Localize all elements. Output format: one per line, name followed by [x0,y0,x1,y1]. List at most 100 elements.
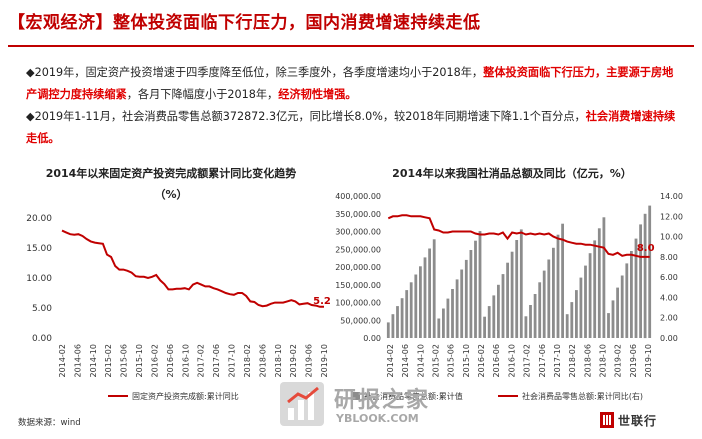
bar [409,282,413,338]
bar [455,279,459,338]
x-tick-label: 2018-06 [583,344,592,377]
bar [487,306,491,338]
company-logo-icon [600,412,614,428]
x-tick-label: 2019-02 [289,344,298,377]
x-tick-label: 2019-02 [614,344,623,377]
bar [611,300,615,338]
left-chart-title: 2014年以来固定资产投资完成额累计同比变化趋势（%） [45,167,297,201]
data-label: 5.2 [313,296,331,307]
bar [483,316,486,338]
bar [565,314,569,338]
bar [386,322,390,338]
x-tick-label: 2018-02 [568,344,577,377]
bullet-1-text-1: ◆2019年，固定资产投资增速于四季度降至低位，除三季度外，各季度增速均小于20… [26,66,484,79]
bar [575,290,578,338]
bar [529,305,532,338]
y2-tick-label: 2.00 [660,314,678,323]
bar [620,275,624,338]
bar [497,284,500,339]
y2-tick-label: 10.00 [660,233,683,242]
y2-tick-label: 6.00 [660,273,678,282]
bar [501,274,505,338]
x-tick-label: 2019-10 [320,344,329,377]
x-tick-label: 2017-10 [228,344,237,377]
bar [570,302,574,338]
y-tick-label: 250,000.00 [335,245,381,254]
x-tick-label: 2014-02 [58,344,67,377]
bullet-2-highlight-1: 社会消费增速持续走低。 [26,110,676,145]
x-tick-label: 2015-10 [135,344,144,377]
bar [538,282,542,338]
series-line [61,229,324,308]
y2-tick-label: 4.00 [660,293,678,302]
watermark-text: 研报之家 [334,388,431,413]
bar [533,294,537,338]
y-tick-label: 100,000.00 [335,299,381,308]
x-tick-label: 2019-06 [305,344,314,377]
bar [391,314,395,338]
bar [515,240,519,338]
y-tick-label: 0.00 [32,334,52,344]
x-tick-label: 2017-06 [212,344,221,377]
bar [478,231,482,338]
x-tick-label: 2014-10 [89,344,98,377]
series-line [387,214,650,258]
x-tick-label: 2014-10 [416,344,425,377]
x-tick-label: 2018-02 [243,344,252,377]
legend-label: 固定资产投资完成额:累计同比 [132,391,239,401]
y-tick-label: 300,000.00 [335,228,381,237]
y-tick-label: 350,000.00 [335,210,381,219]
x-tick-label: 2014-06 [401,344,410,377]
bullet-2-text-1: ◆2019年1-11月，社会消费品零售总额372872.3亿元，同比增长8.0%… [26,110,586,123]
bar [414,274,418,338]
watermark-logo-icon [280,382,324,426]
data-source: 数据来源：wind [18,418,81,428]
bar [419,266,422,338]
bar [639,224,642,338]
bar [597,228,601,338]
y-tick-label: 10.00 [26,274,52,284]
y-tick-label: 0.00 [363,334,381,343]
y-tick-label: 200,000.00 [335,263,381,272]
bullet-1-highlight-2: 经济韧性增强。 [278,88,357,101]
bar [584,265,587,338]
y-tick-label: 400,000.00 [335,192,381,201]
bar [588,253,592,338]
bar [405,290,409,338]
bar [510,251,514,338]
bar [428,248,431,338]
x-tick-label: 2015-02 [104,344,113,377]
x-tick-label: 2019-10 [644,344,653,377]
bar [616,287,619,338]
y2-tick-label: 12.00 [660,212,683,221]
bar [524,316,528,338]
bar [579,277,583,338]
y-tick-label: 5.00 [32,304,52,314]
page-title: 【宏观经济】整体投资面临下行压力，国内消费增速持续走低 [8,13,481,33]
x-tick-label: 2016-02 [150,344,159,377]
bar [607,313,610,338]
x-tick-label: 2019-06 [629,344,638,377]
y-tick-label: 20.00 [26,214,52,224]
x-tick-label: 2015-10 [462,344,471,377]
x-tick-label: 2016-06 [166,344,175,377]
bar [542,270,546,338]
x-tick-label: 2014-06 [73,344,82,377]
bullet-list: ◆2019年，固定资产投资增速于四季度降至低位，除三季度外，各季度增速均小于20… [26,62,682,150]
x-tick-label: 2018-10 [598,344,607,377]
bar [492,295,496,338]
bar [625,263,629,338]
bullet-1: ◆2019年，固定资产投资增速于四季度降至低位，除三季度外，各季度增速均小于20… [26,62,682,106]
x-tick-label: 2016-02 [477,344,486,377]
bar [547,259,551,338]
x-tick-label: 2015-06 [120,344,129,377]
legend-label: 社会消费品零售总额:累计同比(右) [522,391,643,401]
data-label: 8.0 [637,243,655,254]
bar [464,259,468,338]
title-divider [8,45,694,47]
x-tick-label: 2018-10 [274,344,283,377]
y2-tick-label: 8.00 [660,253,678,262]
bar [469,250,473,338]
x-tick-label: 2017-02 [197,344,206,377]
y2-tick-label: 0.00 [660,334,678,343]
